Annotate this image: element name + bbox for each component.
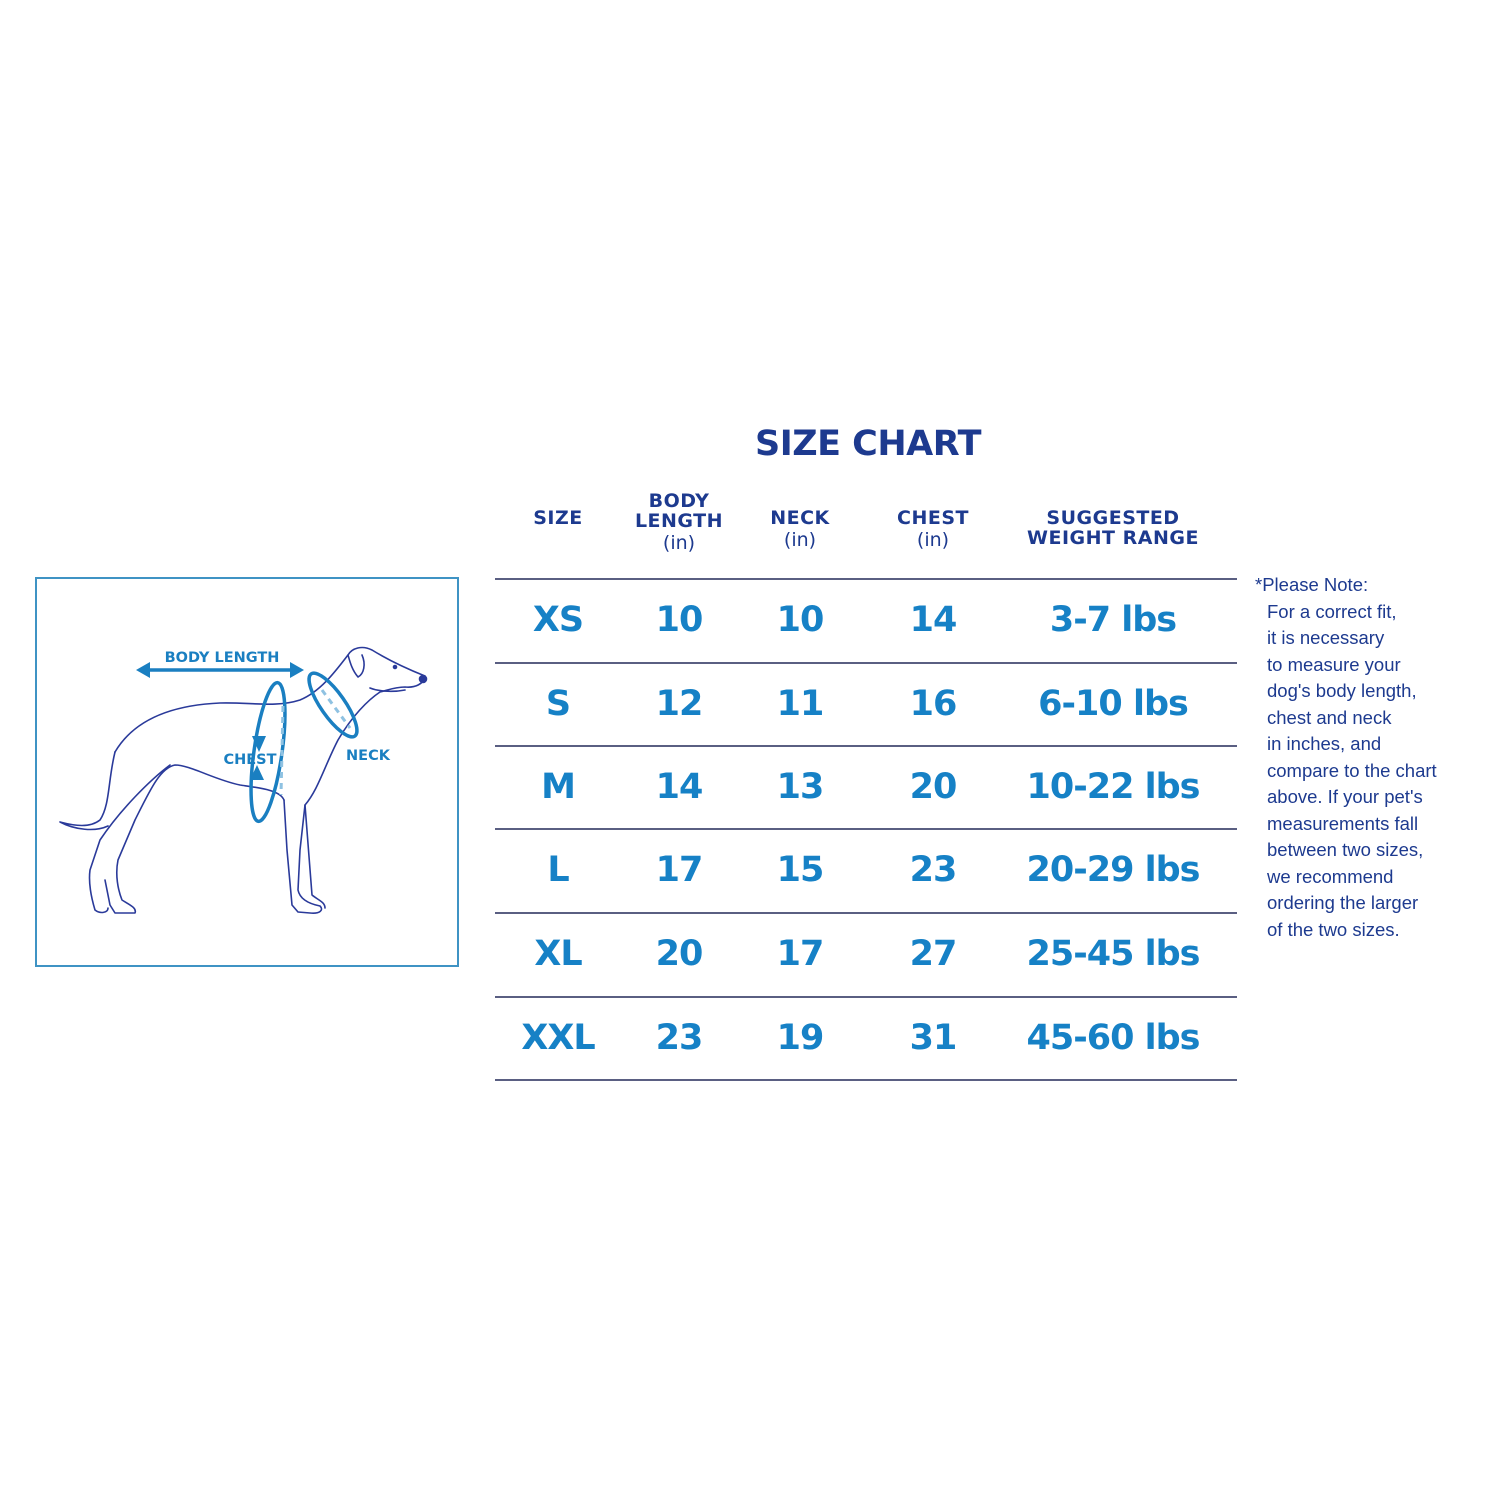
cell-weight: 20-29 lbs [1026, 850, 1200, 890]
cell-neck: 11 [776, 683, 825, 724]
cell-body-length: 14 [655, 766, 704, 807]
header-body-length: BODY LENGTH (in) [634, 490, 724, 554]
dog-measurement-diagram: BODY LENGTH CHEST NECK [35, 577, 459, 967]
table-divider [495, 828, 1237, 830]
note-line: measurements fall [1267, 812, 1419, 834]
cell-weight: 3-7 lbs [1049, 600, 1177, 640]
note-line: dog's body length, [1267, 680, 1417, 701]
note-line: we recommend [1267, 865, 1394, 887]
body-length-label: BODY LENGTH [165, 650, 280, 666]
measurement-arrows-icon [136, 662, 359, 824]
header-chest: CHEST (in) [897, 507, 969, 551]
cell-chest: 27 [909, 934, 958, 974]
header-weight-range: SUGGESTED WEIGHT RANGE [1027, 507, 1199, 549]
note-line: above. If your pet's [1267, 786, 1423, 807]
table-divider [495, 1079, 1237, 1081]
cell-chest: 16 [909, 683, 958, 724]
cell-body-length: 23 [655, 1017, 704, 1058]
cell-weight: 6-10 lbs [1038, 683, 1189, 724]
dog-illustration: BODY LENGTH CHEST NECK [59, 646, 428, 914]
chest-label: CHEST [223, 752, 276, 768]
cell-chest: 14 [909, 600, 958, 640]
cell-weight: 10-22 lbs [1026, 766, 1200, 807]
note-line: in inches, and [1267, 733, 1382, 754]
note-line: For a correct fit, [1267, 600, 1397, 622]
note-line: *Please Note: [1255, 574, 1369, 595]
cell-neck: 15 [776, 850, 825, 890]
cell-size: L [547, 850, 569, 890]
cell-size: M [541, 766, 576, 807]
note-line: to measure your [1267, 653, 1401, 675]
header-size: SIZE [533, 507, 583, 529]
cell-body-length: 17 [655, 850, 704, 890]
note-line: it is necessary [1267, 627, 1385, 648]
note-line: between two sizes, [1267, 839, 1424, 860]
cell-size: XS [532, 600, 584, 640]
note-line: of the two sizes. [1267, 918, 1400, 940]
table-divider [495, 662, 1237, 664]
neck-label: NECK [346, 748, 391, 764]
note-line: ordering the larger [1267, 892, 1419, 913]
cell-weight: 45-60 lbs [1026, 1017, 1200, 1058]
cell-size: XL [534, 934, 582, 974]
cell-chest: 20 [909, 766, 958, 807]
dog-outline-icon [59, 646, 428, 914]
table-divider [495, 912, 1237, 914]
cell-weight: 25-45 lbs [1026, 934, 1200, 974]
table-divider [495, 996, 1237, 998]
sizing-note: *Please Note: For a correct fit, it is nec… [1255, 572, 1437, 943]
header-neck: NECK (in) [770, 507, 830, 551]
cell-chest: 23 [909, 850, 958, 890]
cell-size: XXL [521, 1017, 595, 1058]
note-line: compare to the chart [1267, 759, 1437, 781]
cell-neck: 13 [776, 766, 825, 807]
cell-neck: 10 [776, 600, 825, 640]
dashed-guides-icon [279, 689, 352, 796]
cell-size: S [545, 683, 571, 724]
cell-chest: 31 [909, 1017, 958, 1058]
cell-body-length: 12 [655, 683, 704, 724]
cell-neck: 17 [776, 934, 825, 974]
cell-neck: 19 [776, 1017, 825, 1058]
cell-body-length: 20 [655, 934, 704, 974]
table-divider [495, 745, 1237, 747]
cell-body-length: 10 [655, 600, 704, 640]
table-divider [495, 578, 1237, 580]
page-title: SIZE CHART [754, 424, 982, 464]
note-line: chest and neck [1267, 706, 1392, 728]
